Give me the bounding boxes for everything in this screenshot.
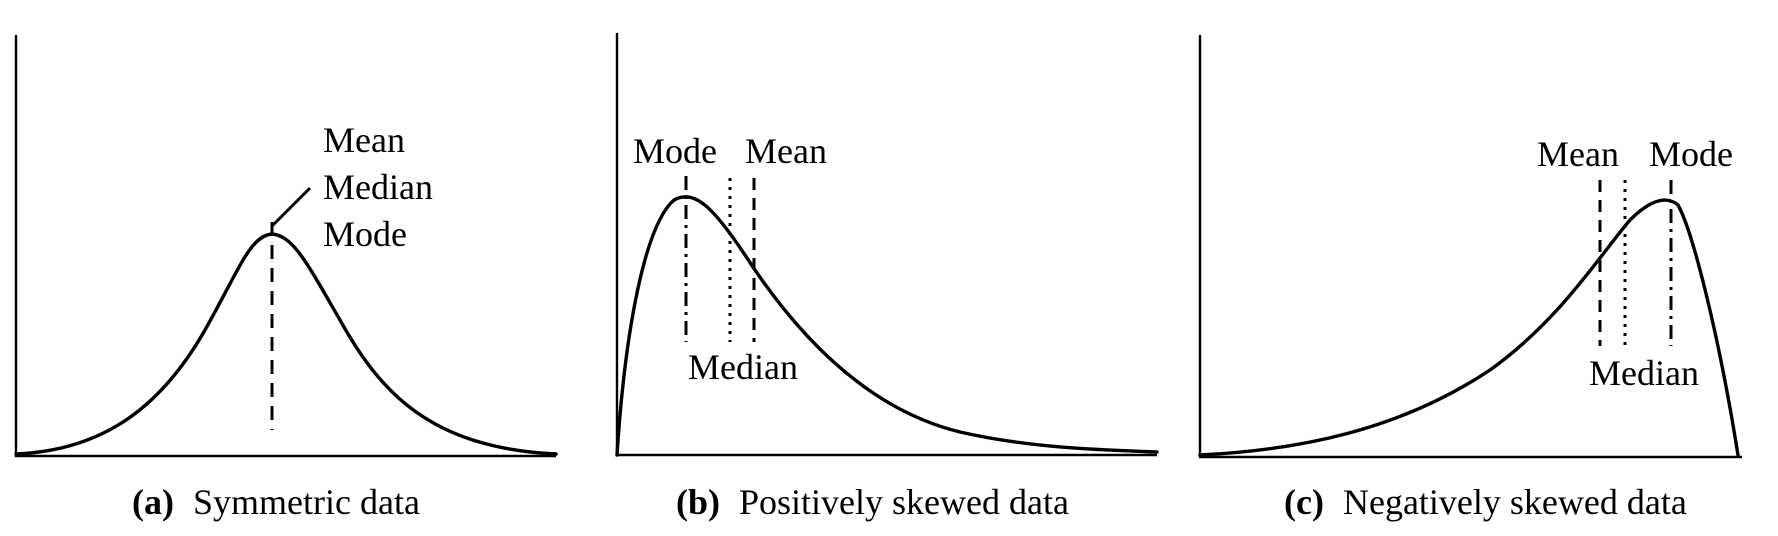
panel-a-median-label: Median (323, 167, 433, 207)
panel-c-caption-text: Negatively skewed data (1343, 482, 1687, 522)
panel-b-median-label: Median (688, 347, 798, 387)
panel-b-axes (615, 33, 1157, 457)
panel-symmetric: Mean Median Mode (a) Symmetric data (14, 35, 558, 522)
panel-b-caption-text: Positively skewed data (739, 482, 1069, 522)
panel-c-caption: (c) Negatively skewed data (1284, 482, 1687, 522)
panel-negative-skew: Mean Mode Median (c) Negatively skewed d… (1198, 35, 1742, 522)
panel-c-letter: (c) (1284, 482, 1324, 522)
panel-a-mode-label: Mode (323, 214, 407, 254)
panel-b-letter: (b) (676, 482, 720, 522)
panel-b-mode-label: Mode (633, 131, 717, 171)
panel-c-mean-label: Mean (1537, 134, 1619, 174)
panel-c-mode-label: Mode (1649, 134, 1733, 174)
panel-a-mean-label: Mean (323, 120, 405, 160)
panel-c-median-label: Median (1589, 353, 1699, 393)
panel-a-letter: (a) (132, 482, 174, 522)
panel-positive-skew: Mode Mean Median (b) Positively skewed d… (615, 33, 1159, 522)
panel-a-caption-text: Symmetric data (193, 482, 420, 522)
panel-a-pointer-line (270, 186, 312, 228)
symmetric-curve (14, 232, 558, 456)
positive-skew-curve (615, 195, 1159, 457)
panel-a-axes (14, 35, 556, 458)
panel-a-caption: (a) Symmetric data (132, 482, 420, 522)
panel-c-axes (1198, 35, 1742, 459)
panel-b-caption: (b) Positively skewed data (676, 482, 1069, 522)
negative-skew-curve (1198, 198, 1740, 457)
panel-b-mean-label: Mean (745, 131, 827, 171)
